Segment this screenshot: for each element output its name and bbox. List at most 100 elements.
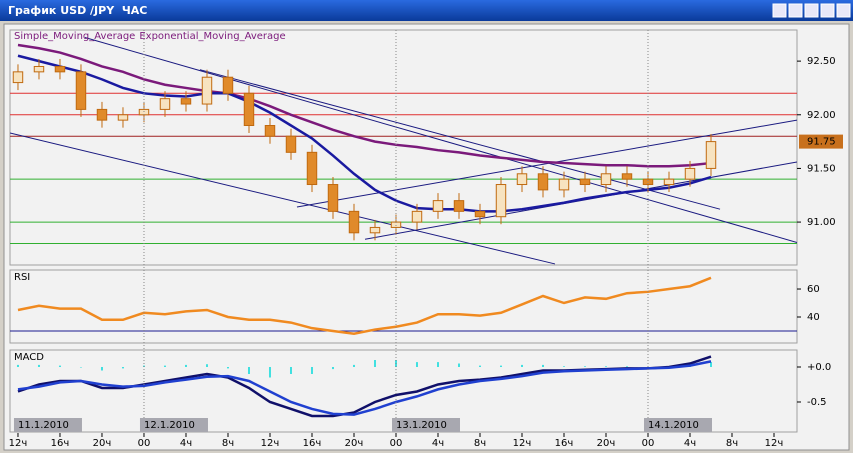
x-tick-label: 00 <box>390 438 403 449</box>
candle-body <box>327 184 339 212</box>
date-label-box <box>139 418 208 432</box>
candle-body <box>201 76 213 105</box>
candle-body <box>432 200 444 212</box>
help-button[interactable] <box>772 3 787 18</box>
x-tick-label: 4ч <box>180 438 192 449</box>
histogram-bar <box>583 366 586 368</box>
x-tick-label: 16ч <box>51 438 70 449</box>
plot <box>10 37 797 265</box>
candle-body <box>411 210 423 223</box>
close-button[interactable] <box>836 3 851 18</box>
date-label-box <box>13 418 82 432</box>
candle-body <box>642 178 654 186</box>
histogram-bar <box>331 367 334 370</box>
x-tick-label: 8ч <box>726 438 738 449</box>
y-tick-label: 91.00 <box>807 217 836 228</box>
x-tick-label: 16ч <box>303 438 322 449</box>
trend-line <box>10 132 556 265</box>
histogram-bar <box>268 367 271 378</box>
histogram-bar <box>520 364 523 368</box>
histogram-bar <box>100 367 103 371</box>
plot <box>10 276 797 336</box>
histogram-bar <box>121 367 124 369</box>
histogram-bar <box>58 365 61 368</box>
histogram-bar <box>478 365 481 368</box>
candle-body <box>12 71 24 84</box>
candle-body <box>306 151 318 186</box>
title-bar <box>0 0 853 21</box>
candle-body <box>369 226 381 234</box>
candle-body <box>600 173 612 186</box>
histogram-bar <box>205 364 208 368</box>
series-line <box>17 43 712 168</box>
histogram-bar <box>373 360 376 368</box>
x-tick-label: 00 <box>138 438 151 449</box>
histogram-bar <box>457 363 460 368</box>
date-label: 12.1.2010 <box>144 420 195 431</box>
x-tick-label: 12ч <box>765 438 784 449</box>
trend-line <box>84 37 797 243</box>
candle-body <box>138 108 150 116</box>
histogram-bar <box>710 362 713 368</box>
histogram-bar <box>499 365 502 368</box>
x-tick-label: 20ч <box>345 438 364 449</box>
plot <box>16 355 713 418</box>
histogram-bar <box>226 367 229 369</box>
date-label: 14.1.2010 <box>648 420 699 431</box>
tile-button[interactable] <box>788 3 803 18</box>
legend-entry: Simple_Moving_Average <box>14 31 135 42</box>
candle-body <box>75 71 87 110</box>
series-line <box>17 54 712 213</box>
x-tick-label: 00 <box>642 438 655 449</box>
histogram-bar <box>625 366 628 368</box>
legend-entry: Exponential_Moving_Average <box>139 31 285 42</box>
window-buttons <box>772 3 851 18</box>
trend-line <box>199 69 721 210</box>
candle-body <box>558 178 570 191</box>
histogram-bar <box>79 367 82 368</box>
histogram-bar <box>562 366 565 368</box>
candle-body <box>579 178 591 186</box>
last-price-label: 91.75 <box>807 137 836 148</box>
x-tick-label: 20ч <box>597 438 616 449</box>
y-tick-label: 92.50 <box>807 56 836 67</box>
panel <box>9 29 798 266</box>
candle-body <box>117 114 129 121</box>
histogram-bar <box>184 364 187 368</box>
candle-body <box>33 65 45 73</box>
date-label-box <box>644 418 713 432</box>
x-tick-label: 16ч <box>555 438 574 449</box>
minimize-button[interactable] <box>804 3 819 18</box>
x-tick-label: 4ч <box>684 438 696 449</box>
histogram-bar <box>541 364 544 368</box>
y-tick-label: 60 <box>807 284 820 295</box>
maximize-button[interactable] <box>820 3 835 18</box>
candle-body <box>159 98 171 110</box>
y-tick-label: 91.50 <box>807 163 836 174</box>
series-line <box>17 360 712 416</box>
candle-body <box>621 173 633 180</box>
candle-body <box>537 173 549 191</box>
window-title: График USD /JPY ЧАС <box>8 4 147 17</box>
histogram-bar <box>436 362 439 368</box>
y-tick-label: 92.00 <box>807 110 836 121</box>
last-price-box <box>799 134 843 149</box>
candle-body <box>180 98 192 105</box>
y-tick-label: -0.5 <box>807 397 827 408</box>
x-tick-label: 20ч <box>93 438 112 449</box>
candle-body <box>453 200 465 212</box>
histogram-bar <box>16 364 19 368</box>
candle-body <box>96 108 108 121</box>
trend-line <box>364 161 797 240</box>
series-line <box>17 276 712 336</box>
histogram-bar <box>604 366 607 368</box>
x-tick-label: 12ч <box>261 438 280 449</box>
histogram-bar <box>37 364 40 368</box>
date-label-box <box>391 418 460 432</box>
candle-body <box>705 141 717 169</box>
candle-body <box>222 76 234 94</box>
histogram-bar <box>310 367 313 374</box>
histogram-bar <box>352 364 355 368</box>
y-tick-label: 40 <box>807 312 820 323</box>
